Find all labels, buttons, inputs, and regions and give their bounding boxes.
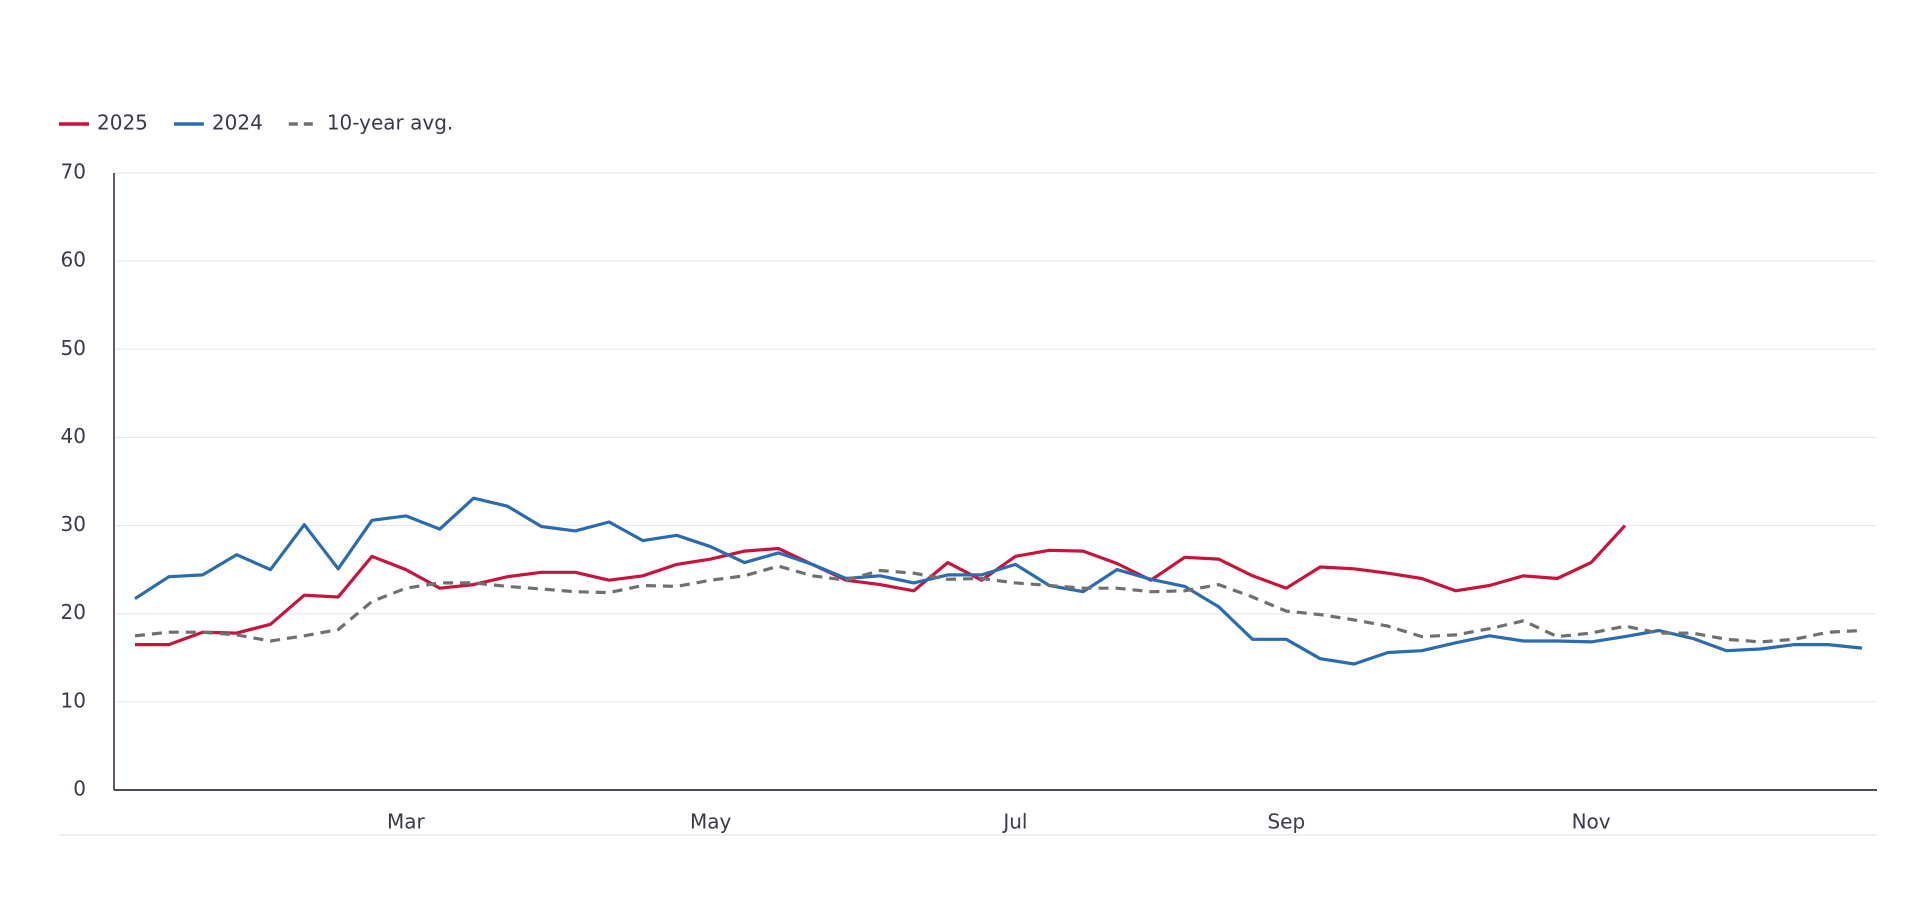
y-tick-label: 10 [61,688,86,712]
x-tick-label: Nov [1572,810,1611,834]
y-tick-label: 20 [61,600,86,624]
y-tick-label: 40 [61,424,86,448]
legend-label: 2025 [97,111,148,135]
y-tick-label: 50 [61,336,86,360]
y-tick-label: 30 [61,512,86,536]
lines [134,496,1863,666]
x-tick-label: May [690,810,732,834]
legend-label: 2024 [212,111,263,135]
legend-label: 10-year avg. [327,111,453,135]
x-tick-label: Jul [1001,810,1027,834]
x-tick-label: Mar [387,810,426,834]
legend: 2025 2024 10-year avg. [59,111,453,135]
y-tick-label: 70 [61,160,86,184]
x-tick-label: Sep [1267,810,1305,834]
series-line [134,496,1863,666]
y-tick-label: 0 [73,777,86,801]
y-tick-label: 60 [61,248,86,272]
series-line [134,564,1863,644]
series-line [135,524,1627,647]
grid: 0 10 20 30 40 50 60 70 Mar May Jul Sep Nov [59,160,1877,836]
